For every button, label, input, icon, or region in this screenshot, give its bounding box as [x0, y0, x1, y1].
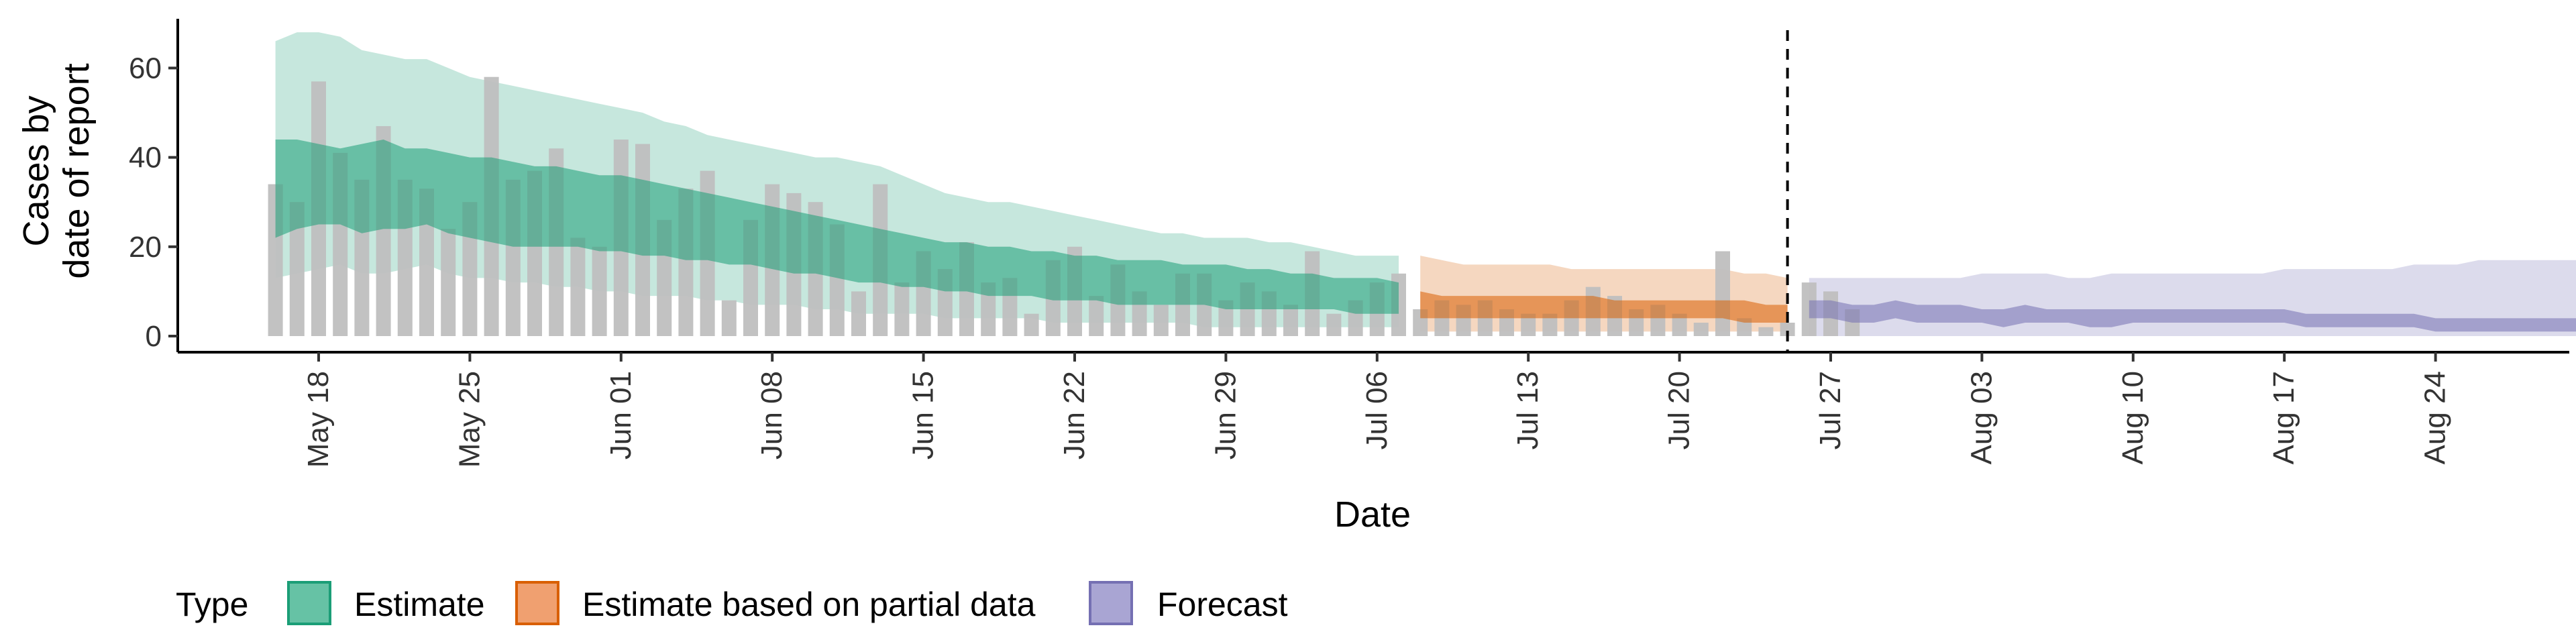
- x-tick-label: Aug 17: [2267, 371, 2300, 464]
- reported-cases-bar: [441, 229, 456, 336]
- legend-label-forecast: Forecast: [1157, 586, 1288, 623]
- x-tick-label: Jun 15: [907, 371, 940, 460]
- reported-cases-bar: [1024, 313, 1039, 336]
- reported-cases-bar: [1521, 313, 1536, 336]
- forecast-inner-band: [1809, 300, 2576, 332]
- reported-cases-bar: [570, 237, 586, 336]
- y-tick-label: 40: [129, 142, 162, 174]
- x-tick-label: Jun 01: [604, 371, 637, 460]
- reported-cases-bar: [1672, 313, 1687, 336]
- x-tick-label: Jul 13: [1511, 371, 1544, 449]
- x-tick-label: Jun 29: [1209, 371, 1242, 460]
- legend-key-forecast: [1089, 581, 1133, 625]
- reported-cases-bar: [1715, 251, 1730, 336]
- reported-cases-bar: [1089, 296, 1104, 336]
- axes: [176, 19, 2569, 354]
- reported-cases-bar: [289, 202, 305, 336]
- legend-key-estimate: [287, 581, 331, 625]
- estimate-inner-band: [275, 140, 1399, 314]
- legend-key-estimate-based-on-partial-data: [515, 581, 559, 625]
- y-axis-ticks: 0 20 40 60: [129, 52, 178, 353]
- estimate-based-on-partial-data-inner-band: [1420, 291, 1788, 323]
- reported-cases-bar: [894, 282, 910, 336]
- reported-cases-bar: [851, 291, 866, 336]
- x-tick-label: Jun 22: [1058, 371, 1091, 460]
- x-tick-label: Jun 08: [755, 371, 788, 460]
- reported-cases-bar: [1758, 327, 1774, 336]
- y-tick-label: 60: [129, 52, 162, 85]
- legend-title: Type: [176, 586, 248, 623]
- reported-cases-bar: [1218, 300, 1234, 336]
- x-tick-label: Aug 03: [1965, 371, 1998, 464]
- y-tick-label: 20: [129, 231, 162, 264]
- x-tick-label: Aug 10: [2116, 371, 2149, 464]
- reported-cases-bar: [1693, 323, 1709, 336]
- reported-cases-bar: [1153, 305, 1169, 336]
- x-tick-label: Jul 20: [1663, 371, 1696, 449]
- x-tick-label: Jul 27: [1814, 371, 1847, 449]
- inner-interval-bands: [275, 140, 2576, 332]
- y-tick-label: 0: [146, 320, 162, 353]
- legend-label-estimate-based-on-partial-data: Estimate based on partial data: [582, 586, 1036, 623]
- reported-cases-bar: [1542, 313, 1558, 336]
- reported-cases-bar: [1283, 305, 1298, 336]
- x-axis-ticks: May 18 May 25 Jun 01 Jun 08 Jun 15 Jun 22 Jun …: [302, 352, 2452, 468]
- x-axis-title: Date: [1334, 494, 1411, 535]
- reported-cases-bar: [592, 246, 607, 336]
- legend: Type Estimate Estimate based on partial d…: [176, 581, 1288, 625]
- reported-cases-bar: [1326, 313, 1342, 336]
- reported-cases-bar: [1737, 318, 1752, 336]
- y-axis-title-line-2: date of report: [56, 63, 97, 278]
- reported-cases-bar: [1780, 323, 1795, 336]
- x-tick-label: May 25: [453, 371, 486, 468]
- y-axis-title-line-1: Cases by: [16, 95, 56, 246]
- reported-cases-bar: [721, 300, 737, 336]
- legend-label-estimate: Estimate: [354, 586, 485, 623]
- x-tick-label: Jul 06: [1360, 371, 1393, 449]
- x-tick-label: May 18: [302, 371, 335, 468]
- x-tick-label: Aug 24: [2419, 371, 2452, 464]
